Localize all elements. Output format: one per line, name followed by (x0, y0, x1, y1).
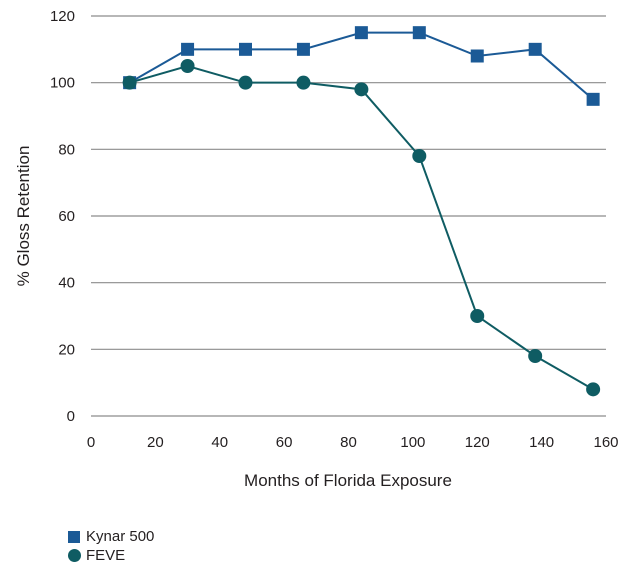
y-tick-label: 100 (50, 75, 75, 92)
series-feve (122, 59, 601, 397)
series-layer (122, 26, 601, 397)
x-tick-label: 100 (400, 434, 425, 451)
y-tick-label: 120 (50, 8, 75, 25)
y-axis-ticks: 0 20 40 60 80 100 120 (50, 8, 75, 425)
y-axis-title: % Gloss Retention (14, 146, 33, 287)
data-point (528, 349, 543, 363)
legend-item-feve: FEVE (68, 546, 154, 565)
y-tick-label: 40 (58, 275, 75, 292)
series-kynar-500 (123, 26, 600, 106)
data-point (470, 49, 484, 63)
legend-item-kynar: Kynar 500 (68, 527, 154, 546)
x-tick-label: 0 (87, 434, 95, 451)
data-point (528, 42, 542, 56)
data-point (412, 26, 426, 40)
data-point (238, 75, 253, 90)
data-point (586, 92, 600, 106)
y-tick-label: 20 (58, 341, 75, 358)
y-tick-label: 60 (58, 208, 75, 225)
legend: Kynar 500 FEVE (68, 527, 154, 565)
x-axis-title: Months of Florida Exposure (244, 471, 452, 490)
x-tick-label: 40 (211, 434, 228, 451)
square-marker-icon (68, 530, 80, 543)
x-tick-label: 160 (593, 434, 618, 451)
data-point (586, 382, 601, 397)
data-point (412, 149, 427, 163)
gridlines (91, 15, 606, 417)
data-point (239, 42, 252, 56)
data-point (181, 42, 195, 56)
data-point (354, 26, 368, 40)
data-point (470, 309, 485, 323)
x-tick-label: 80 (340, 434, 357, 451)
data-point (296, 75, 311, 90)
legend-label-feve: FEVE (86, 547, 126, 564)
x-tick-label: 60 (276, 434, 293, 451)
y-tick-label: 0 (67, 408, 75, 425)
x-tick-label: 140 (529, 434, 554, 451)
legend-label-kynar: Kynar 500 (86, 528, 155, 545)
y-tick-label: 80 (58, 141, 75, 158)
data-point (354, 82, 369, 97)
line-chart: 0 20 40 60 80 100 120 0 20 40 60 80 100 120 140 160 Mo… (14, 8, 619, 490)
data-point (122, 75, 137, 90)
circle-marker-icon (68, 549, 81, 562)
data-point (296, 42, 310, 56)
series-line (129, 64, 594, 391)
x-tick-label: 120 (465, 434, 490, 451)
data-point (180, 59, 195, 73)
x-tick-label: 20 (147, 434, 164, 451)
x-axis-ticks: 0 20 40 60 80 100 120 140 160 (87, 434, 619, 451)
